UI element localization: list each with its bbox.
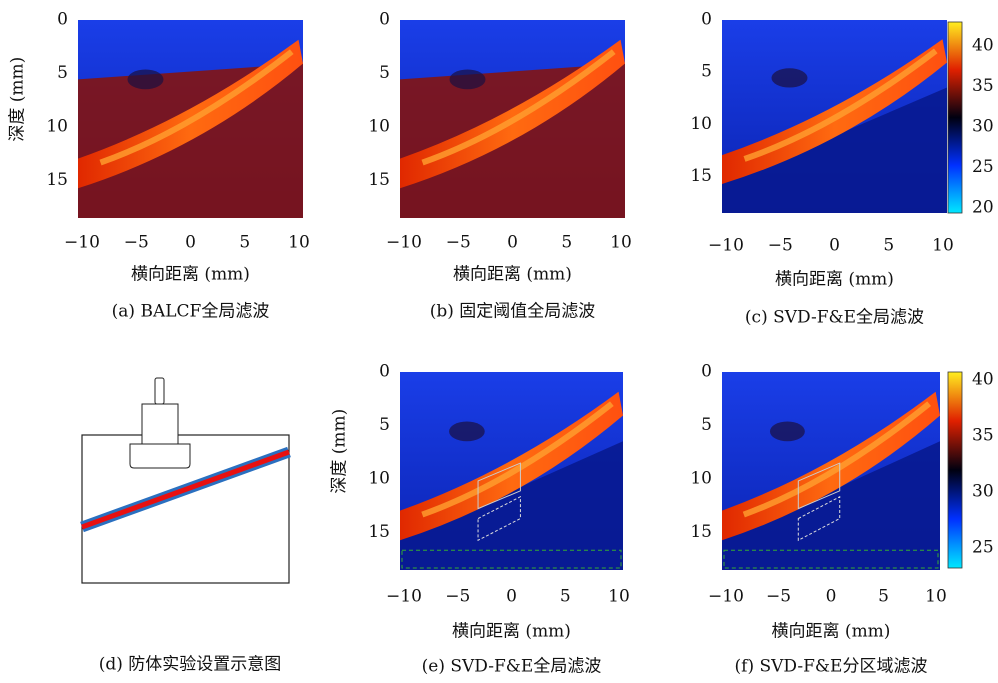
y-tick-label: 15: [368, 522, 390, 542]
heatmap-core: [421, 49, 616, 166]
x-tick-label: 0: [506, 587, 517, 607]
x-tick-label: −5: [768, 236, 793, 256]
heatmap: [78, 20, 303, 219]
x-tick-label: −5: [446, 233, 471, 253]
x-tick-label: 5: [560, 587, 571, 607]
x-tick-label: −5: [445, 587, 470, 607]
x-tick-label: 0: [185, 233, 196, 253]
heatmap-core: [99, 49, 294, 166]
heatmap: [400, 20, 625, 219]
colorbar: [947, 21, 963, 214]
y-tick-label: 15: [46, 170, 68, 190]
x-axis-label: 横向距离 (mm): [775, 270, 894, 290]
colorbar-tick-label: 35: [972, 76, 994, 96]
diagram: [80, 377, 291, 584]
x-tick-label: 0: [826, 587, 837, 607]
x-tick-label: 5: [239, 233, 250, 253]
colorbar-tick-label: 35: [972, 426, 994, 446]
y-tick-label: 0: [701, 10, 712, 30]
y-tick-label: 15: [690, 522, 712, 542]
colorbar: [947, 371, 963, 569]
y-tick-label: 15: [368, 170, 390, 190]
x-axis-label: 横向距离 (mm): [452, 622, 571, 642]
x-tick-label: −5: [766, 587, 791, 607]
heatmap: [722, 20, 947, 213]
heatmap-core: [743, 48, 938, 162]
x-tick-label: −10: [386, 233, 422, 253]
x-tick-label: −10: [708, 587, 744, 607]
x-tick-label: −10: [708, 236, 744, 256]
heatmap-dark: [449, 421, 485, 442]
colorbar-tick-label: 20: [972, 198, 994, 218]
y-axis-label: 深度 (mm): [330, 409, 350, 494]
x-tick-label: 5: [561, 233, 572, 253]
y-tick-label: 5: [701, 415, 712, 435]
roi-box: [797, 495, 841, 542]
y-tick-label: 5: [379, 415, 390, 435]
x-tick-label: 5: [878, 587, 889, 607]
roi-box: [797, 462, 841, 510]
x-tick-label: 5: [883, 236, 894, 256]
x-tick-label: 0: [507, 233, 518, 253]
x-tick-label: 10: [610, 233, 632, 253]
y-tick-label: 15: [690, 166, 712, 186]
x-tick-label: −10: [64, 233, 100, 253]
x-tick-label: −10: [386, 587, 422, 607]
x-axis-label: 横向距离 (mm): [772, 622, 891, 642]
x-tick-label: 10: [932, 236, 954, 256]
x-axis-label: 横向距离 (mm): [131, 265, 250, 285]
roi-box: [723, 549, 939, 569]
y-tick-label: 0: [57, 10, 68, 30]
roi-box: [477, 495, 521, 542]
x-tick-label: 10: [288, 233, 310, 253]
x-axis-label: 横向距离 (mm): [453, 265, 572, 285]
x-tick-label: 10: [608, 587, 630, 607]
colorbar-tick-label: 25: [972, 538, 994, 558]
roi-box: [477, 462, 521, 510]
heatmap-dark: [771, 68, 808, 88]
x-tick-label: 10: [925, 587, 947, 607]
y-tick-label: 10: [46, 117, 68, 137]
heatmap: [400, 372, 623, 570]
colorbar-tick-label: 25: [972, 157, 994, 177]
colorbar-tick-label: 30: [972, 117, 994, 137]
heatmap-lower: [400, 441, 623, 570]
roi-box: [401, 549, 622, 569]
heatmap-core: [421, 401, 614, 518]
caption: (b) 固定阈值全局滤波: [430, 302, 596, 322]
y-tick-label: 5: [379, 63, 390, 83]
heatmap-lower: [722, 87, 947, 213]
caption: (c) SVD-F&E全局滤波: [745, 308, 924, 328]
caption: (f) SVD-F&E分区域滤波: [735, 657, 928, 677]
caption: (a) BALCF全局滤波: [112, 302, 270, 322]
heatmap-core: [742, 401, 931, 518]
y-tick-label: 0: [379, 362, 390, 382]
y-tick-label: 5: [57, 63, 68, 83]
y-tick-label: 5: [701, 62, 712, 82]
y-tick-label: 10: [690, 114, 712, 134]
x-tick-label: −5: [124, 233, 149, 253]
heatmap-dark: [769, 421, 805, 442]
y-tick-label: 0: [701, 362, 712, 382]
colorbar-tick-label: 40: [972, 370, 994, 390]
y-axis-label: 深度 (mm): [8, 57, 28, 142]
heatmap: [722, 372, 940, 570]
colorbar-tick-label: 40: [972, 36, 994, 56]
y-tick-label: 10: [368, 469, 390, 489]
caption: (e) SVD-F&E全局滤波: [422, 657, 602, 677]
caption: (d) 防体实验设置示意图: [99, 655, 282, 675]
y-tick-label: 0: [379, 10, 390, 30]
y-tick-label: 10: [368, 117, 390, 137]
heatmap-dark: [449, 69, 486, 90]
colorbar-tick-label: 30: [972, 482, 994, 502]
x-tick-label: 0: [829, 236, 840, 256]
y-tick-label: 10: [690, 469, 712, 489]
heatmap-lower: [722, 441, 940, 570]
heatmap-dark: [127, 69, 164, 90]
